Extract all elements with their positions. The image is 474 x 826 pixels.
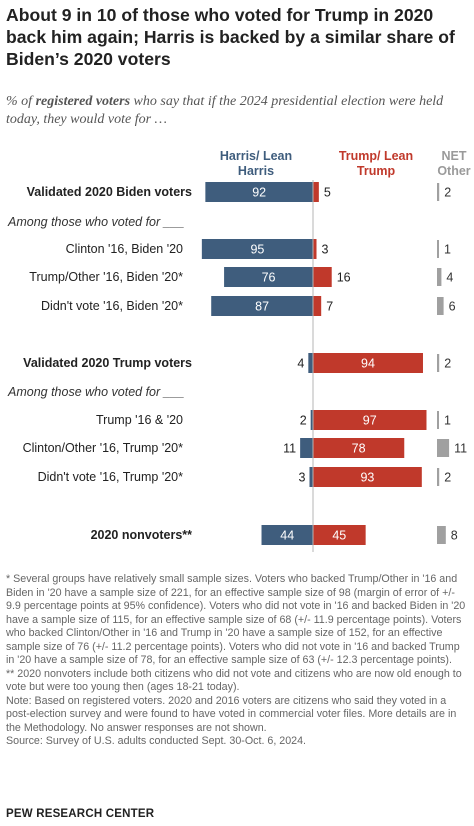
value-harris-2020-nonvoters: 44	[280, 529, 294, 543]
value-other-validated-2020-biden-voters: 2	[444, 186, 451, 200]
subgroup-intro-label: Among those who voted for ___	[7, 215, 185, 229]
bar-trump-2020-nonvoters	[313, 525, 366, 545]
value-trump-didn-t-vote-16-trump-20: 93	[360, 471, 374, 485]
chart-subtitle: % of registered voters who say that if t…	[6, 93, 468, 129]
value-other-didn-t-vote-16-trump-20: 2	[444, 471, 451, 485]
row-label-validated-2020-trump-voters: Validated 2020 Trump voters	[23, 356, 192, 370]
bar-harris-didn-t-vote-16-trump-20	[309, 467, 313, 487]
row-label-clinton-other-16-trump-20: Clinton/Other '16, Trump '20*	[23, 441, 184, 455]
value-trump-clinton-16-biden-20: 3	[322, 243, 329, 257]
row-label-validated-2020-biden-voters: Validated 2020 Biden voters	[27, 185, 192, 199]
bar-trump-clinton-other-16-trump-20	[313, 438, 405, 458]
subtitle-suffix: who say that if the 2024 presidential el…	[6, 94, 444, 127]
bar-other-clinton-other-16-trump-20	[437, 439, 450, 457]
value-harris-trump-other-16-biden-20: 76	[262, 271, 276, 285]
bar-harris-trump-other-16-biden-20	[224, 267, 313, 287]
value-trump-clinton-other-16-trump-20: 78	[352, 442, 366, 456]
value-harris-validated-2020-trump-voters: 4	[297, 357, 304, 371]
value-other-validated-2020-trump-voters: 2	[444, 357, 451, 371]
value-other-trump-other-16-biden-20: 4	[446, 271, 453, 285]
header-harris: Harris/ Lean Harris	[219, 149, 293, 178]
bar-other-trump-other-16-biden-20	[437, 268, 442, 286]
value-other-didn-t-vote-16-biden-20: 6	[449, 300, 456, 314]
footnote-note: Note: Based on registered voters. 2020 a…	[6, 694, 457, 734]
footnote-nonvoters: ** 2020 nonvoters include both citizens …	[6, 667, 462, 694]
header-trump: Trump/ Lean Trump	[338, 149, 414, 178]
value-trump-validated-2020-trump-voters: 94	[361, 357, 375, 371]
row-label-clinton-16-biden-20: Clinton '16, Biden '20	[66, 242, 183, 256]
bar-harris-validated-2020-trump-voters	[308, 353, 313, 373]
row-label-trump-16-20: Trump '16 & '20	[96, 413, 183, 427]
value-harris-didn-t-vote-16-trump-20: 3	[299, 471, 306, 485]
subgroup-intro-label: Among those who voted for ___	[7, 385, 185, 399]
value-other-2020-nonvoters: 8	[451, 529, 458, 543]
value-trump-didn-t-vote-16-biden-20: 7	[326, 300, 333, 314]
bar-trump-validated-2020-biden-voters	[313, 182, 319, 202]
bar-other-didn-t-vote-16-biden-20	[437, 297, 444, 315]
subtitle-emphasis: registered voters	[35, 94, 131, 109]
value-other-trump-16-20: 1	[444, 414, 451, 428]
header-net-other: NET Other	[437, 149, 471, 178]
bar-other-trump-16-20	[437, 411, 439, 429]
value-harris-clinton-other-16-trump-20: 11	[283, 442, 296, 456]
footnotes: * Several groups have relatively small s…	[6, 573, 470, 749]
bar-harris-clinton-other-16-trump-20	[300, 438, 313, 458]
bar-trump-validated-2020-trump-voters	[313, 353, 423, 373]
vote-preference-chart: Validated 2020 Biden voters 92 5 2 Among tho…	[7, 180, 467, 552]
bar-other-clinton-16-biden-20	[437, 240, 439, 258]
footnote-source: Source: Survey of U.S. adults conducted …	[6, 735, 307, 747]
bar-trump-clinton-16-biden-20	[313, 239, 317, 259]
subtitle-prefix: % of	[6, 94, 36, 109]
bar-other-2020-nonvoters	[437, 526, 446, 544]
value-trump-trump-other-16-biden-20: 16	[337, 271, 351, 285]
value-harris-trump-16-20: 2	[300, 414, 307, 428]
value-harris-didn-t-vote-16-biden-20: 87	[255, 300, 269, 314]
bar-other-validated-2020-biden-voters	[437, 183, 440, 201]
value-trump-validated-2020-biden-voters: 5	[324, 186, 331, 200]
row-label-didn-t-vote-16-biden-20: Didn't vote '16, Biden '20*	[41, 299, 183, 313]
bar-harris-validated-2020-biden-voters	[205, 182, 313, 202]
bar-harris-clinton-16-biden-20	[201, 239, 313, 259]
footnote-sample-sizes: * Several groups have relatively small s…	[6, 573, 466, 666]
row-label-2020-nonvoters: 2020 nonvoters**	[91, 528, 193, 542]
bar-other-didn-t-vote-16-trump-20	[437, 468, 440, 486]
value-harris-validated-2020-biden-voters: 92	[252, 186, 266, 200]
value-other-clinton-16-biden-20: 1	[444, 243, 451, 257]
chart-title: About 9 in 10 of those who voted for Tru…	[6, 5, 455, 69]
value-trump-2020-nonvoters: 45	[332, 529, 346, 543]
bar-harris-2020-nonvoters	[261, 525, 313, 545]
value-harris-clinton-16-biden-20: 95	[250, 243, 264, 257]
bar-other-validated-2020-trump-voters	[437, 354, 440, 372]
bar-trump-didn-t-vote-16-trump-20	[313, 467, 422, 487]
row-label-didn-t-vote-16-trump-20: Didn't vote '16, Trump '20*	[38, 470, 184, 484]
value-other-clinton-other-16-trump-20: 11	[454, 442, 467, 456]
row-label-trump-other-16-biden-20: Trump/Other '16, Biden '20*	[29, 270, 183, 284]
pew-logo: PEW RESEARCH CENTER	[6, 808, 155, 820]
bar-harris-didn-t-vote-16-biden-20	[211, 296, 313, 316]
bar-trump-trump-16-20	[313, 410, 427, 430]
value-trump-trump-16-20: 97	[363, 414, 377, 428]
bar-harris-trump-16-20	[310, 410, 313, 430]
bar-trump-trump-other-16-biden-20	[313, 267, 332, 287]
bar-trump-didn-t-vote-16-biden-20	[313, 296, 322, 316]
